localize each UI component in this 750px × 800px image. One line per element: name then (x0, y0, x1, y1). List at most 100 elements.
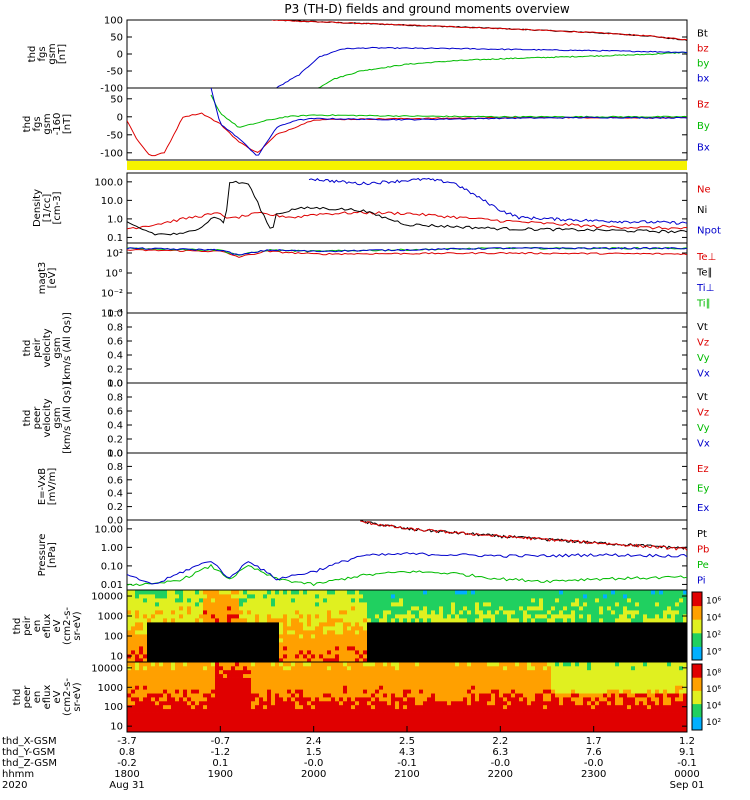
spectrogram-cell (607, 677, 612, 682)
spectrogram-cell (231, 697, 236, 702)
spectrogram-cell (303, 697, 308, 702)
spectrogram-cell (519, 673, 524, 678)
spectrogram-cell (283, 716, 288, 721)
spectrogram-cell (523, 594, 528, 599)
spectrogram-cell (259, 594, 264, 599)
spectrogram-cell (207, 614, 212, 619)
spectrogram-cell (143, 626, 148, 631)
spectrogram-cell (147, 662, 152, 667)
spectrogram-cell (287, 689, 292, 694)
spectrogram-cell (343, 700, 348, 706)
spectrogram-cell (327, 646, 332, 651)
spectrogram-cell (159, 689, 164, 694)
spectrogram-cell (511, 712, 516, 717)
spectrogram-cell (539, 610, 544, 615)
spectrogram-cell (615, 630, 620, 635)
spectrogram-cell (343, 662, 348, 667)
spectrogram-cell (207, 673, 212, 678)
spectrogram-cell (407, 712, 412, 717)
spectrogram-cell (211, 646, 216, 651)
spectrogram-cell (219, 712, 224, 717)
spectrogram-cell (563, 712, 568, 717)
spectrogram-cell (499, 685, 504, 690)
spectrogram-cell (391, 693, 396, 698)
spectrogram-cell (163, 712, 168, 717)
spectrogram-cell (335, 610, 340, 615)
spectrogram-cell (139, 669, 144, 675)
spectrogram-cell (479, 728, 484, 733)
spectrogram-cell (279, 622, 284, 627)
spectrogram-cell (515, 654, 520, 659)
spectrogram-cell (383, 602, 388, 607)
spectrogram-cell (179, 610, 184, 615)
spectrogram-cell (519, 642, 524, 647)
spectrogram-cell (207, 618, 212, 623)
spectrogram-cell (435, 697, 440, 702)
spectrogram-cell (403, 728, 408, 733)
spectrogram-cell (607, 622, 612, 627)
spectrogram-cell (659, 634, 664, 639)
spectrogram-cell (211, 658, 216, 663)
spectrogram-cell (255, 610, 260, 615)
spectrogram-cell (219, 606, 224, 611)
spectrogram-cell (423, 598, 428, 603)
spectrogram-cell (243, 602, 248, 607)
spectrogram-cell (583, 669, 588, 675)
spectrogram-cell (327, 689, 332, 694)
spectrogram-cell (495, 677, 500, 682)
spectrogram-cell (251, 665, 256, 671)
spectrogram-cell (415, 669, 420, 675)
spectrogram-cell (203, 669, 208, 675)
spectrogram-cell (459, 693, 464, 698)
spectrogram-cell (263, 708, 268, 713)
spectrogram-cell (607, 602, 612, 607)
spectrogram-cell (391, 724, 396, 729)
spectrogram-cell (483, 602, 488, 607)
spectrogram-cell (255, 704, 260, 710)
spectrogram-cell (139, 712, 144, 717)
spectrogram-cell (247, 658, 252, 663)
spectrogram-cell (627, 626, 632, 631)
spectrogram-cell (259, 650, 264, 655)
spectrogram-cell (311, 720, 316, 725)
spectrogram-cell (287, 638, 292, 643)
spectrogram-cell (683, 602, 688, 607)
spectrogram-cell (467, 658, 472, 663)
spectrogram-cell (267, 720, 272, 725)
spectrogram-cell (491, 610, 496, 615)
spectrogram-cell (183, 634, 188, 639)
spectrogram-cell (623, 638, 628, 643)
spectrogram-cell (311, 590, 316, 595)
spectrogram-cell (551, 638, 556, 643)
spectrogram-cell (127, 669, 132, 675)
spectrogram-cell (267, 681, 272, 686)
spectrogram-cell (211, 590, 216, 595)
spectrogram-cell (223, 677, 228, 682)
spectrogram-cell (423, 662, 428, 667)
spectrogram-cell (527, 697, 532, 702)
spectrogram-cell (347, 708, 352, 713)
spectrogram-cell (219, 724, 224, 729)
spectrogram-cell (167, 681, 172, 686)
spectrogram-cell (191, 681, 196, 686)
spectrogram-cell (227, 677, 232, 682)
spectrogram-cell (191, 662, 196, 667)
spectrogram-cell (263, 669, 268, 675)
spectrogram-cell (203, 700, 208, 706)
spectrogram-cell (347, 602, 352, 607)
spectrogram-cell (147, 634, 152, 639)
spectrogram-cell (619, 610, 624, 615)
spectrogram-cell (255, 681, 260, 686)
spectrogram-cell (459, 638, 464, 643)
spectrogram-cell (335, 590, 340, 595)
spectrogram-cell (271, 634, 276, 639)
spectrogram-cell (255, 665, 260, 671)
spectrogram-cell (219, 642, 224, 647)
spectrogram-cell (643, 606, 648, 611)
spectrogram-cell (243, 685, 248, 690)
spectrogram-cell (195, 716, 200, 721)
spectrogram-cell (631, 634, 636, 639)
spectrogram-cell (387, 630, 392, 635)
spectrogram-cell (295, 622, 300, 627)
spectrogram-cell (531, 650, 536, 655)
